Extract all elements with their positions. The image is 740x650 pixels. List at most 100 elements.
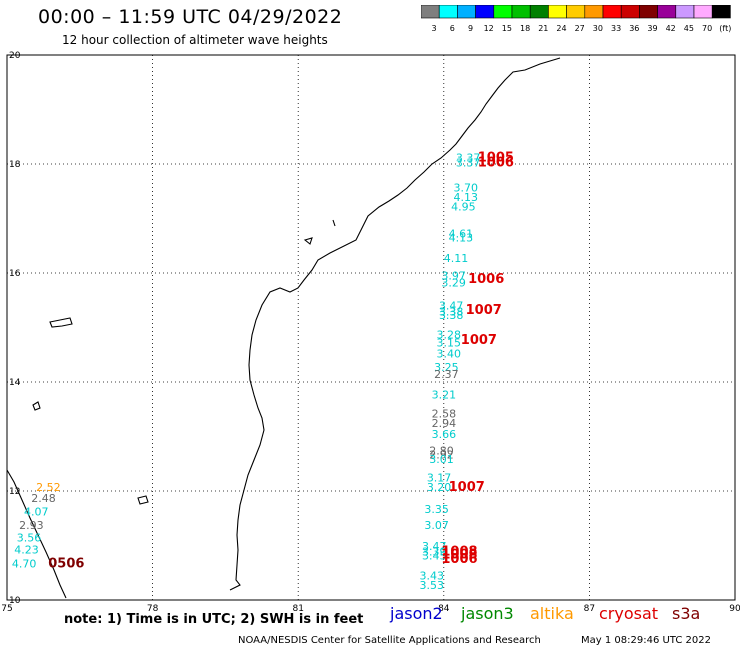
legend-item-s3a: s3a	[672, 604, 701, 623]
legend-item-altika: altika	[530, 604, 574, 623]
wave-height-label: 3.47	[439, 300, 464, 313]
wave-height-label: 4.11	[444, 252, 469, 265]
lon-tick-label: 78	[147, 604, 159, 614]
island-small-1	[49, 317, 73, 328]
lat-tick-label: 10	[9, 596, 21, 606]
pressure-label: 1007	[466, 303, 502, 318]
wave-height-label: 4.07	[24, 506, 48, 519]
wave-height-label: 2.52	[36, 481, 61, 494]
color-scale-tick: 6	[450, 24, 455, 33]
wave-height-label: 3.07	[424, 519, 449, 532]
wave-height-label: 3.39	[422, 545, 447, 558]
color-scale-tick: 33	[611, 24, 621, 33]
chart-title: 00:00 – 11:59 UTC 04/29/2022	[38, 6, 343, 28]
color-scale-tick: 42	[666, 24, 676, 33]
wave-height-label: 3.47	[422, 540, 447, 553]
color-scale-tick: 18	[520, 24, 530, 33]
color-scale-tick: 39	[647, 24, 657, 33]
pressure-label: 1008	[441, 548, 477, 563]
island-small-4	[332, 219, 336, 227]
chart-subtitle: 12 hour collection of altimeter wave hei…	[62, 33, 328, 47]
lat-tick-label: 20	[9, 51, 21, 61]
color-scale-tick: 24	[556, 24, 566, 33]
color-swatch	[711, 5, 731, 19]
lat-tick-label: 16	[9, 269, 21, 279]
wave-height-label: 2.94	[432, 417, 457, 430]
color-scale-tick: 21	[538, 24, 548, 33]
pressure-label: 1006	[468, 272, 504, 287]
pressure-label: 0506	[48, 556, 84, 571]
island-small-2	[137, 495, 149, 505]
wave-height-label: 2.48	[31, 492, 56, 505]
wave-height-label: 4.95	[451, 200, 476, 213]
wave-height-label: 3.17	[427, 472, 452, 485]
wave-height-label: 2.92	[429, 448, 454, 461]
wave-height-label: 3.01	[429, 453, 454, 466]
lon-tick-label: 90	[729, 604, 740, 614]
pressure-label: 1005	[478, 150, 514, 165]
color-scale-tick: 27	[575, 24, 585, 33]
wave-height-label: 2.37	[434, 368, 459, 381]
coastline-mainland	[229, 57, 561, 591]
wave-height-label: 4.13	[454, 191, 479, 204]
longitude-labels: 75 78 81 84 87 90	[1, 604, 740, 614]
wave-height-label: 3.40	[437, 347, 462, 360]
pressure-label: 1006	[441, 552, 477, 567]
wave-height-label: 3.35	[424, 503, 449, 516]
wave-height-label: 3.43	[420, 569, 445, 582]
wave-height-label: 3.21	[432, 388, 457, 401]
lon-tick-label: 81	[292, 604, 303, 614]
color-scale-tick: 45	[684, 24, 694, 33]
pressure-label: 1007	[461, 333, 497, 348]
legend-item-jason2: jason2	[390, 604, 443, 623]
pressure-label: 1007	[449, 480, 485, 495]
legend-item-jason3: jason3	[461, 604, 514, 623]
wave-height-label: 2.93	[19, 519, 43, 532]
lat-tick-label: 12	[9, 487, 20, 497]
wave-height-label: 3.25	[434, 361, 459, 374]
pressure-label: 1006	[478, 156, 514, 171]
pressure-label: 1008	[441, 544, 477, 559]
wave-height-label: 2.80	[429, 444, 454, 457]
coastline-west	[6, 469, 67, 599]
wave-height-label: 3.15	[437, 337, 462, 350]
coastline	[6, 57, 561, 599]
wave-height-label: 3.29	[441, 277, 466, 290]
island-small-3	[32, 401, 41, 411]
lon-tick-label: 84	[438, 604, 450, 614]
wave-height-label: 3.38	[439, 306, 464, 319]
lon-tick-label: 87	[584, 604, 595, 614]
wave-height-label: 3.70	[454, 181, 479, 194]
color-scale-tick: (ft)	[719, 24, 731, 33]
wave-height-label: 3.37	[456, 157, 481, 170]
color-scale-tick: 15	[502, 24, 512, 33]
lat-tick-label: 18	[9, 160, 21, 170]
footnote: note: 1) Time is in UTC; 2) SWH is in fe…	[64, 612, 364, 627]
credit-line: NOAA/NESDIS Center for Satellite Applica…	[238, 635, 541, 646]
color-scale-tick: 3	[432, 24, 437, 33]
wave-height-label: 3.38	[439, 309, 464, 322]
color-scale-tick: 30	[593, 24, 603, 33]
color-scale-tick: 70	[702, 24, 712, 33]
wave-height-label: 3.56	[17, 532, 41, 545]
wave-height-label: 4.13	[449, 231, 474, 244]
wave-height-labels: 3.373.373.704.134.954.614.134.113.973.29…	[12, 151, 481, 592]
wave-height-label: 3.45	[422, 550, 447, 563]
generated-timestamp: May 1 08:29:46 UTC 2022	[581, 635, 711, 646]
wave-height-label: 4.70	[12, 557, 37, 570]
wave-height-label: 4.61	[449, 228, 474, 241]
wave-height-label: 3.66	[432, 428, 457, 441]
lat-tick-label: 14	[9, 378, 21, 388]
lon-tick-label: 75	[1, 604, 12, 614]
color-scale-tick: 9	[468, 24, 473, 33]
wave-height-label: 3.37	[456, 151, 481, 164]
wave-height-label: 3.20	[427, 481, 452, 494]
legend-item-cryosat: cryosat	[599, 604, 659, 623]
map-frame	[6, 54, 736, 601]
island-small-5	[303, 237, 313, 245]
wave-height-label: 2.58	[432, 407, 457, 420]
color-scale-tick: 12	[484, 24, 494, 33]
wave-height-label: 3.53	[420, 579, 445, 592]
wave-height-label: 4.23	[14, 544, 39, 557]
